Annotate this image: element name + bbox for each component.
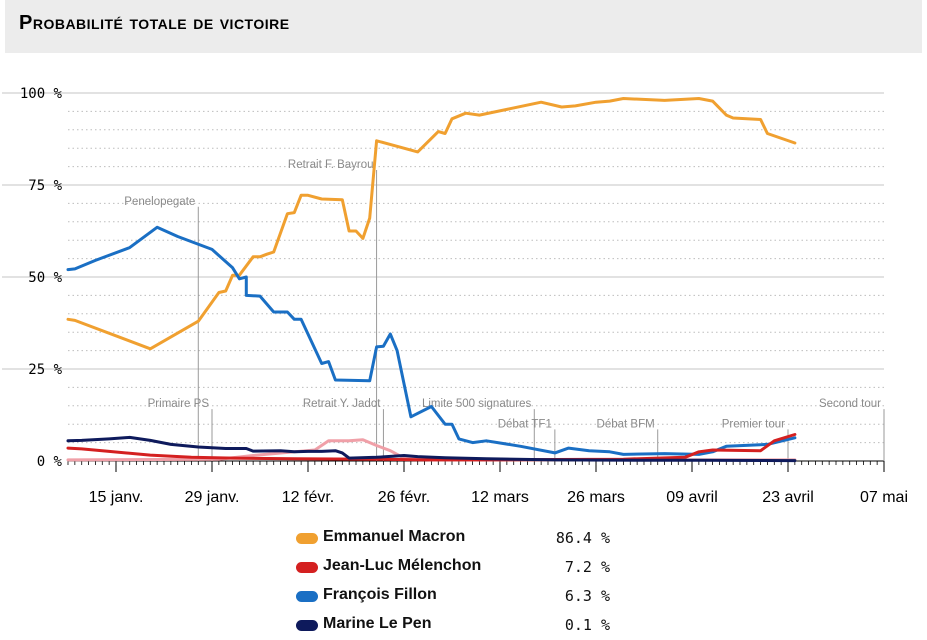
y-tick-label: 0 % (37, 454, 63, 470)
x-tick-label: 12 mars (471, 489, 529, 506)
annotation-label: Limite 500 signatures (422, 398, 532, 410)
grid (2, 92, 884, 444)
annotations: Penelopegate Retrait F. Bayrou Primaire PS… (124, 159, 885, 461)
legend-value: 6.3 % (564, 587, 610, 605)
legend-item-melenchon: Jean-Luc Mélenchon 7.2 % (296, 555, 626, 579)
annotation-label: Retrait Y. Jadot (303, 398, 381, 410)
legend-item-macron: Emmanuel Macron 86.4 % (296, 526, 626, 550)
legend-label: Emmanuel Macron (323, 528, 466, 545)
x-tick-label: 29 janv. (185, 489, 240, 506)
legend-label: François Fillon (323, 586, 437, 603)
legend-value: 7.2 % (564, 558, 610, 576)
x-tick-label: 26 févr. (378, 489, 430, 506)
x-tick-label: 26 mars (567, 489, 625, 506)
annotation-label: Retrait F. Bayrou (288, 159, 374, 171)
y-tick-label: 75 % (28, 178, 62, 194)
x-tick-label: 09 avril (666, 489, 718, 506)
legend-value: 86.4 % (555, 529, 610, 547)
chart-title: Probabilité totale de victoire (19, 12, 290, 34)
legend-item-le-pen: Marine Le Pen 0.1 % (296, 613, 626, 637)
y-tick-label: 25 % (28, 362, 62, 378)
series-lines (66, 97, 797, 463)
y-axis: 0 % 25 % 50 % 75 % 100 % (20, 86, 63, 470)
x-tick-label: 12 févr. (282, 489, 334, 506)
legend-swatch (296, 620, 318, 631)
x-axis: 15 janv. 29 janv. 12 févr. 26 févr. 12 mars 2… (67, 460, 908, 506)
series-line (66, 225, 797, 456)
legend-value: 0.1 % (564, 616, 610, 634)
legend-swatch (296, 562, 318, 573)
x-tick-label: 15 janv. (89, 489, 144, 506)
x-tick-label: 23 avril (762, 489, 814, 506)
annotation-label: Premier tour (722, 418, 785, 430)
x-tick-label: 07 mai (860, 489, 908, 506)
y-tick-label: 100 % (20, 86, 63, 102)
annotation-label: Débat BFM (597, 418, 655, 430)
series-line (66, 97, 797, 351)
annotation-label: Second tour (819, 398, 881, 410)
series-line (66, 433, 797, 462)
y-tick-label: 50 % (28, 270, 62, 286)
legend-label: Marine Le Pen (323, 615, 432, 632)
annotation-label: Primaire PS (148, 398, 210, 410)
legend-swatch (296, 533, 318, 544)
annotation-label: Débat TF1 (498, 418, 552, 430)
legend-item-fillon: François Fillon 6.3 % (296, 584, 626, 608)
series-line (66, 435, 797, 463)
legend-label: Jean-Luc Mélenchon (323, 557, 482, 574)
legend-swatch (296, 591, 318, 602)
annotation-label: Penelopegate (124, 196, 195, 208)
title-bar: Probabilité totale de victoire (5, 0, 922, 53)
